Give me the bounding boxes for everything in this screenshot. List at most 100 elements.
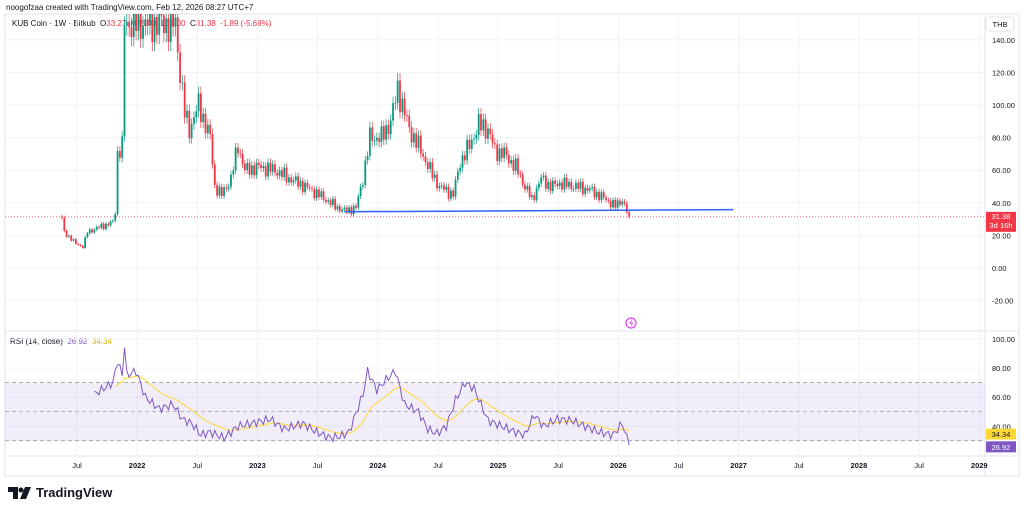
candle-body <box>507 154 510 164</box>
candle-body <box>139 14 142 39</box>
candle-body <box>403 98 406 116</box>
candle-body <box>84 237 87 248</box>
candle-body <box>98 226 100 228</box>
candle-body <box>271 164 274 172</box>
candle-body <box>81 245 84 248</box>
candle-body <box>234 147 237 171</box>
candle-body <box>153 17 156 43</box>
candle-body <box>102 223 105 230</box>
price-tick-label: 80.00 <box>992 134 1011 143</box>
candle-body <box>512 160 515 171</box>
price-tick-label: 20.00 <box>992 231 1011 240</box>
candle-body <box>616 200 619 208</box>
time-tick-label: 2028 <box>851 461 868 470</box>
tradingview-logo: TradingView <box>8 485 112 500</box>
candle-body <box>63 217 66 231</box>
candle-body <box>70 235 73 241</box>
candle-body <box>88 229 91 234</box>
candle-body <box>350 207 353 215</box>
candle-body <box>487 128 489 139</box>
candle-body <box>521 174 524 185</box>
candle-body <box>500 148 503 158</box>
candle-body <box>341 209 344 212</box>
candle-body <box>74 239 77 244</box>
candle-body <box>456 171 459 180</box>
candle-body <box>281 170 283 178</box>
candle-body <box>327 200 330 202</box>
candle-body <box>77 243 80 245</box>
candle-body <box>151 14 154 43</box>
candle-body <box>577 182 580 189</box>
candle-body <box>549 181 552 192</box>
candle-body <box>447 186 450 199</box>
candle-body <box>602 192 605 198</box>
candle-body <box>540 177 543 184</box>
candle-body <box>401 98 404 113</box>
candle-body <box>218 186 221 196</box>
chart-credit: noogofzaa created with TradingView.com, … <box>6 3 254 12</box>
candle-body <box>320 191 323 198</box>
candle-body <box>468 139 471 149</box>
candle-body <box>183 82 186 118</box>
candle-body <box>614 199 617 208</box>
candle-body <box>255 162 258 176</box>
candle-body <box>431 162 434 178</box>
candle-body <box>607 199 610 201</box>
candle-body <box>572 188 575 190</box>
time-tick-label: 2024 <box>369 461 387 470</box>
candle-body <box>274 164 276 173</box>
candle-body <box>551 180 554 192</box>
time-tick-label: Jul <box>72 461 82 470</box>
candle-body <box>318 189 320 198</box>
candle-body <box>419 135 422 154</box>
candle-body <box>433 174 436 178</box>
price-tick-label: -20.00 <box>992 297 1013 306</box>
candle-body <box>595 191 598 198</box>
candle-body <box>454 179 457 197</box>
rsi-ma-value: 34.34 <box>91 337 112 346</box>
candle-body <box>276 172 279 176</box>
candle-body <box>535 188 538 200</box>
candle-body <box>519 174 522 176</box>
candle-body <box>193 117 195 125</box>
candle-body <box>426 162 429 170</box>
candle-body <box>494 143 496 145</box>
time-tick-label: 2027 <box>730 461 747 470</box>
candle-body <box>568 181 570 187</box>
symbol-name[interactable]: KUB Coin · 1W · Bitkub <box>12 19 96 28</box>
candle-body <box>436 174 438 189</box>
candle-body <box>132 14 135 38</box>
candle-body <box>424 156 427 163</box>
candle-body <box>542 175 545 178</box>
rsi-tick-label: 40.00 <box>992 422 1011 431</box>
candle-body <box>443 185 445 190</box>
time-tick-label: 2023 <box>249 461 266 470</box>
candle-body <box>297 176 300 187</box>
candle-body <box>452 190 455 197</box>
candle-body <box>375 137 378 141</box>
currency-label: THB <box>993 20 1008 29</box>
candle-body <box>283 167 286 178</box>
candle-body <box>301 181 304 193</box>
candle-body <box>440 185 443 187</box>
candle-body <box>95 226 98 230</box>
candle-body <box>336 206 339 210</box>
close-label: C <box>189 19 196 28</box>
candle-body <box>584 187 587 195</box>
candle-body <box>406 115 408 117</box>
candle-body <box>149 14 151 25</box>
candle-body <box>352 205 355 215</box>
candle-body <box>169 14 172 42</box>
candle-body <box>181 82 184 84</box>
candle-body <box>605 197 607 200</box>
candle-body <box>359 186 362 197</box>
candle-body <box>123 25 126 137</box>
candle-body <box>225 187 228 189</box>
candle-body <box>558 182 561 187</box>
candle-body <box>306 182 309 188</box>
candle-body <box>211 133 214 165</box>
time-tick-label: 2022 <box>129 461 146 470</box>
candle-body <box>565 177 568 187</box>
candle-body <box>547 181 550 189</box>
